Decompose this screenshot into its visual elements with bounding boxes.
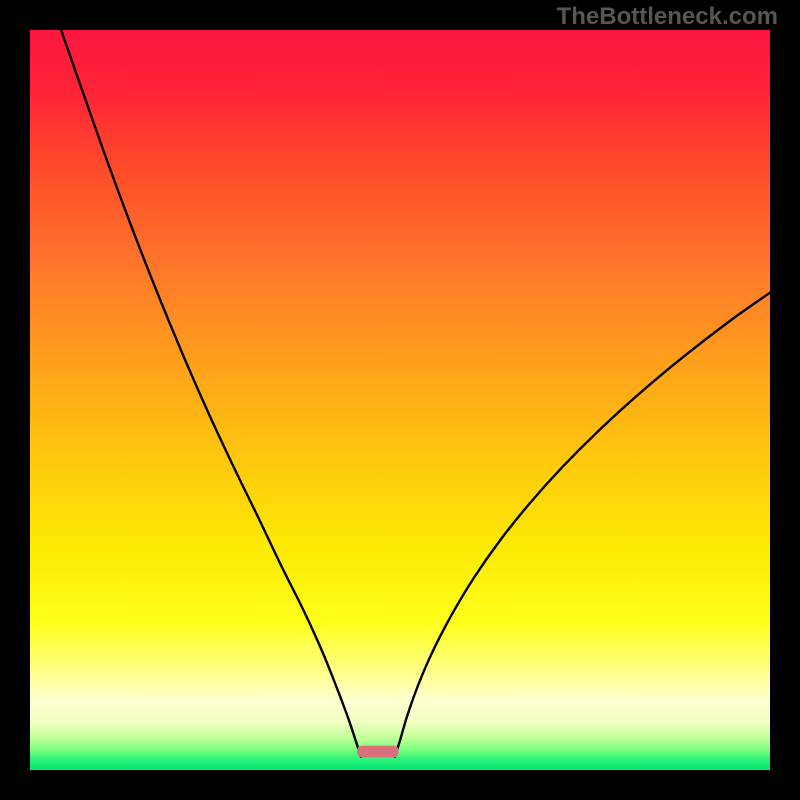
chart-svg — [30, 30, 770, 770]
valley-marker — [357, 746, 398, 758]
plot-area — [30, 30, 770, 770]
gradient-background — [30, 30, 770, 770]
watermark-label: TheBottleneck.com — [557, 3, 778, 31]
